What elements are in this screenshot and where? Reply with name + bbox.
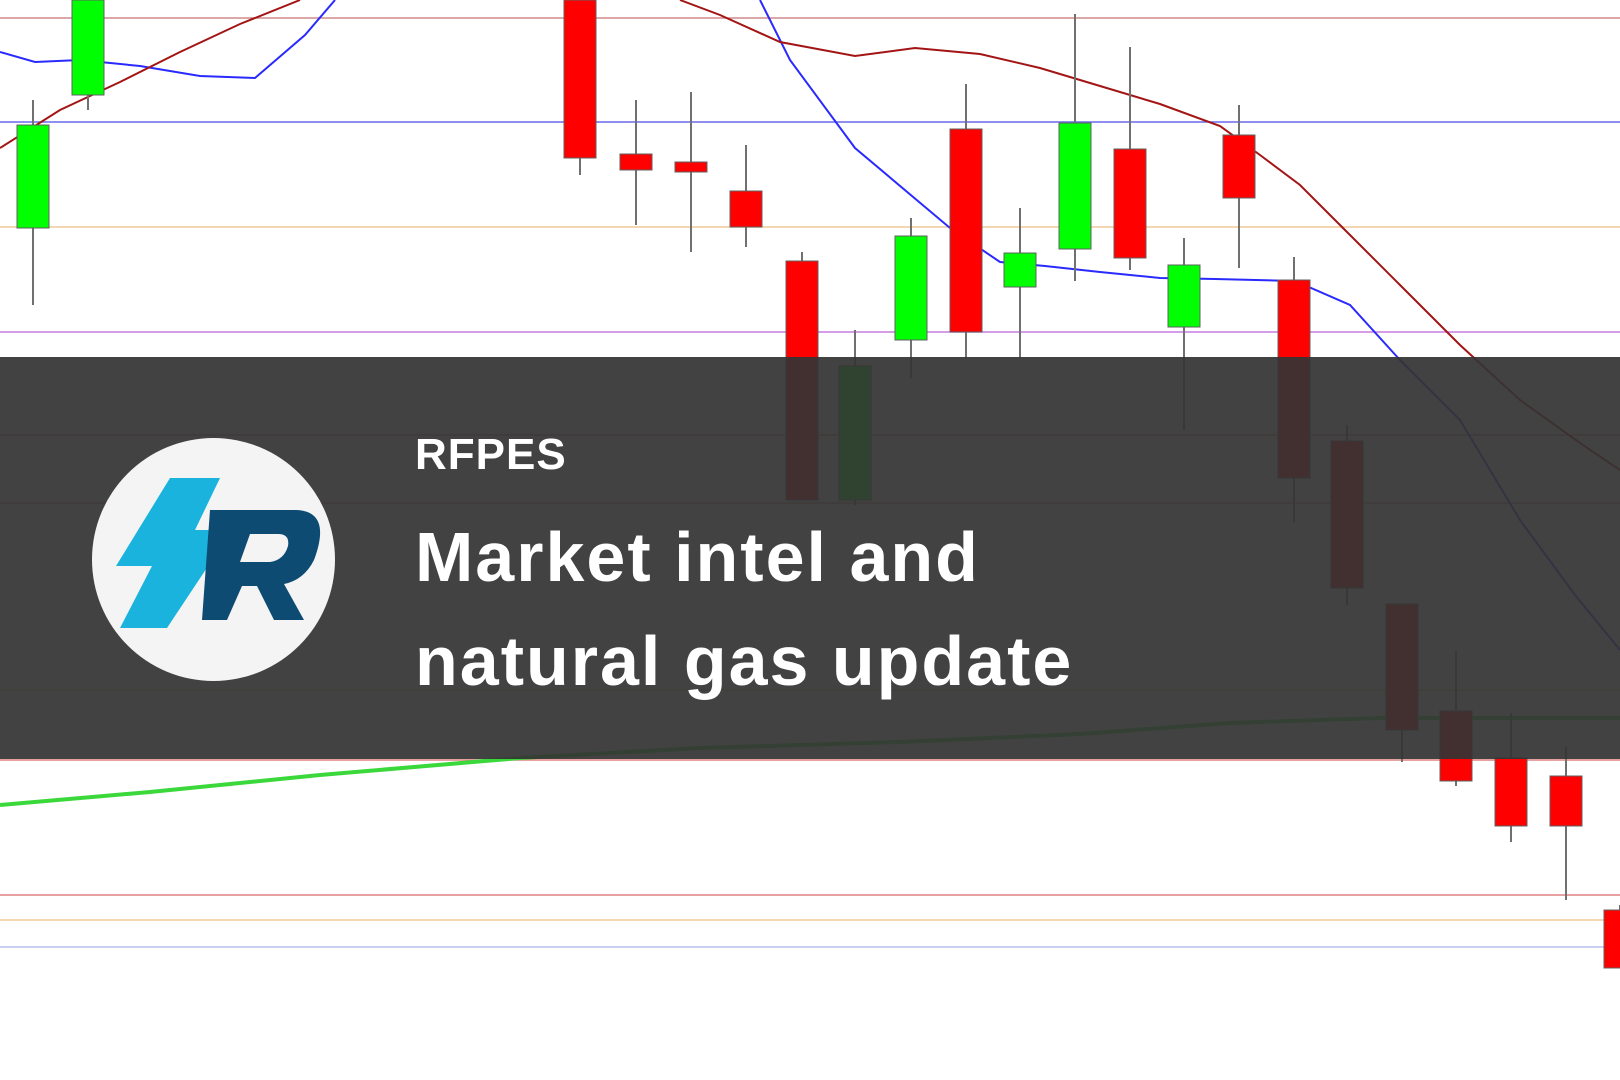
- candle-body: [619, 153, 653, 171]
- candle-body: [563, 0, 597, 159]
- candle-body: [894, 235, 928, 341]
- fast-ma-line: [0, 0, 336, 80]
- brand-name: RFPES: [415, 430, 567, 479]
- candle-body: [16, 124, 50, 229]
- candle-body: [1003, 252, 1037, 288]
- company-logo: [92, 438, 335, 681]
- candle-body: [674, 161, 708, 173]
- candle-body: [1494, 757, 1528, 827]
- slow-ma-line: [0, 0, 301, 149]
- candle-body: [71, 0, 105, 96]
- candle-body: [949, 128, 983, 333]
- candle-body: [1603, 909, 1620, 969]
- headline: Market intel and natural gas update: [415, 505, 1515, 713]
- slow-ma-line: [679, 0, 1620, 471]
- candle-body: [1222, 134, 1256, 199]
- headline-line-1: Market intel and: [415, 518, 980, 596]
- candle-body: [1167, 264, 1201, 328]
- title-banner: RFPES Market intel and natural gas updat…: [0, 357, 1620, 759]
- headline-line-2: natural gas update: [415, 622, 1074, 700]
- candle-body: [1549, 775, 1583, 827]
- candle-body: [1058, 122, 1092, 250]
- candle-body: [729, 190, 763, 228]
- candle-body: [1113, 148, 1147, 259]
- lightning-r-logo-icon: [116, 478, 321, 628]
